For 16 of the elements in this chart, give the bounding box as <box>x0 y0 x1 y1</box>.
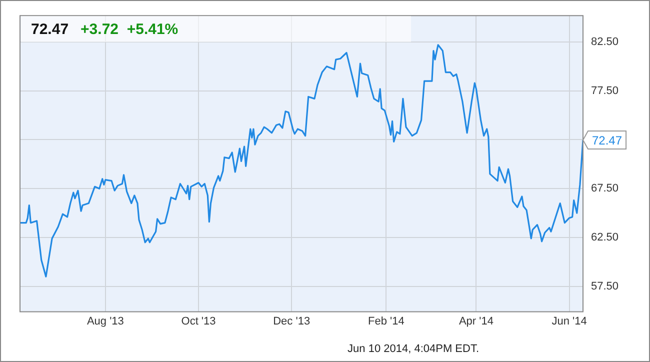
y-tick-label: 77.50 <box>591 84 619 97</box>
x-tick-label: Aug '13 <box>86 315 124 328</box>
chart-title: 72.47 <box>31 20 69 38</box>
y-tick-label: 82.50 <box>591 36 619 48</box>
x-tick-label: Oct '13 <box>181 315 216 328</box>
header-panel: 72.47 +3.72 +5.41% <box>21 16 411 42</box>
text: Jun 10 2014, 4:04PM EDT. <box>348 343 479 355</box>
annotation: 72.47 <box>592 133 622 148</box>
x-tick-label: Jun '14 <box>552 315 587 328</box>
chart-subtitle: +3.72 +5.41% <box>80 20 178 38</box>
x-tick-label: Feb '14 <box>368 315 404 328</box>
y-tick-label: 62.50 <box>591 232 619 244</box>
y-tick-label: 57.50 <box>591 280 619 292</box>
y-tick-label: 67.50 <box>591 182 619 195</box>
x-tick-label: Dec '13 <box>273 315 310 328</box>
x-tick-label: Apr '14 <box>458 315 494 328</box>
